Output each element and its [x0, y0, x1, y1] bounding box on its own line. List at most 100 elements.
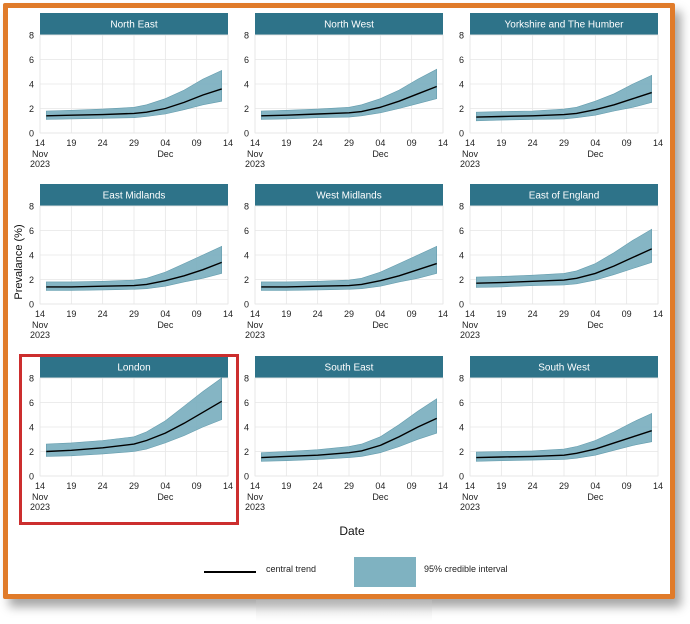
credible-interval-band [46, 377, 222, 457]
y-tick-label: 2 [459, 447, 464, 457]
x-tick-label: 24 [98, 481, 108, 491]
x-tick-label: 09 [192, 481, 202, 491]
x-tick-sublabel: Nov [247, 320, 264, 330]
y-tick-label: 2 [29, 275, 34, 285]
x-tick-label: 29 [559, 138, 569, 148]
panel-title: South West [538, 363, 590, 374]
x-tick-sublabel: 2023 [460, 330, 480, 340]
x-tick-sublabel: Nov [462, 492, 479, 502]
x-tick-label: 14 [223, 138, 233, 148]
panel-strip [40, 356, 228, 378]
y-tick-label: 8 [244, 31, 249, 41]
central-trend-line [476, 248, 652, 284]
x-tick-sublabel: 2023 [30, 159, 50, 169]
x-tick-label: 29 [129, 481, 139, 491]
x-tick-label: 29 [559, 481, 569, 491]
x-tick-label: 04 [160, 138, 170, 148]
x-tick-label: 19 [66, 309, 76, 319]
x-tick-sublabel: Nov [247, 492, 264, 502]
london-highlight-box [19, 354, 239, 525]
credible-interval-band [261, 398, 437, 462]
y-tick-label: 8 [244, 202, 249, 212]
credible-interval-band [476, 413, 652, 462]
y-tick-label: 8 [29, 374, 34, 384]
y-tick-label: 8 [459, 31, 464, 41]
x-tick-label: 24 [528, 309, 538, 319]
y-tick-label: 8 [29, 31, 34, 41]
x-tick-label: 14 [35, 481, 45, 491]
x-tick-label: 14 [653, 481, 663, 491]
central-trend-line [261, 85, 437, 117]
x-tick-label: 09 [192, 309, 202, 319]
panel-title: Yorkshire and The Humber [505, 20, 625, 31]
x-tick-label: 09 [622, 138, 632, 148]
credible-interval-band [476, 74, 652, 122]
credible-interval-band [46, 245, 222, 291]
y-tick-label: 8 [29, 202, 34, 212]
y-tick-label: 4 [244, 80, 249, 90]
panel-strip [40, 13, 228, 35]
x-tick-label: 14 [438, 309, 448, 319]
x-tick-label: 14 [653, 309, 663, 319]
x-tick-label: 29 [129, 309, 139, 319]
credible-interval-band [261, 68, 437, 120]
y-tick-label: 0 [459, 472, 464, 482]
x-tick-label: 14 [250, 138, 260, 148]
x-tick-sublabel: Dec [157, 492, 174, 502]
panel-strip [470, 184, 658, 206]
y-tick-label: 4 [244, 423, 249, 433]
y-axis-label: Prevalance (%) [13, 224, 25, 299]
x-tick-sublabel: Dec [372, 320, 389, 330]
y-tick-label: 2 [459, 275, 464, 285]
x-tick-label: 24 [528, 481, 538, 491]
legend-band-swatch [354, 557, 416, 587]
y-tick-label: 0 [244, 472, 249, 482]
panel-title: East Midlands [103, 191, 166, 202]
central-trend-line [46, 88, 222, 117]
x-tick-sublabel: Dec [587, 149, 604, 159]
x-tick-label: 09 [622, 309, 632, 319]
panel-strip [255, 184, 443, 206]
x-tick-label: 19 [496, 309, 506, 319]
x-tick-label: 09 [192, 138, 202, 148]
central-trend-line [46, 400, 223, 453]
x-tick-label: 14 [35, 309, 45, 319]
x-tick-label: 24 [313, 138, 323, 148]
x-tick-label: 04 [160, 481, 170, 491]
y-tick-label: 2 [244, 447, 249, 457]
panel-strip [255, 356, 443, 378]
bottom-shadow [256, 600, 432, 622]
x-tick-label: 19 [281, 309, 291, 319]
x-tick-label: 09 [407, 138, 417, 148]
x-tick-label: 14 [250, 481, 260, 491]
y-tick-label: 0 [29, 129, 34, 139]
x-tick-label: 29 [129, 138, 139, 148]
x-tick-label: 09 [622, 481, 632, 491]
x-tick-label: 29 [344, 138, 354, 148]
y-tick-label: 6 [459, 226, 464, 236]
y-tick-label: 0 [29, 472, 34, 482]
y-tick-label: 4 [29, 423, 34, 433]
y-tick-label: 4 [244, 251, 249, 261]
central-trend-line [261, 262, 437, 288]
x-tick-label: 04 [375, 309, 385, 319]
x-tick-label: 29 [559, 309, 569, 319]
x-tick-sublabel: Dec [372, 149, 389, 159]
panel-title: London [117, 363, 150, 374]
y-tick-label: 4 [29, 251, 34, 261]
panel-strip [40, 184, 228, 206]
y-tick-label: 2 [244, 104, 249, 114]
central-trend-line [476, 91, 652, 118]
x-tick-label: 09 [407, 481, 417, 491]
x-tick-sublabel: 2023 [245, 330, 265, 340]
x-tick-label: 14 [35, 138, 45, 148]
y-tick-label: 6 [459, 398, 464, 408]
x-tick-sublabel: Nov [32, 320, 49, 330]
x-tick-sublabel: 2023 [30, 330, 50, 340]
panel-strip [470, 356, 658, 378]
y-tick-label: 6 [29, 55, 34, 65]
panel-strip [470, 13, 658, 35]
x-tick-label: 14 [465, 138, 475, 148]
x-tick-label: 14 [438, 138, 448, 148]
